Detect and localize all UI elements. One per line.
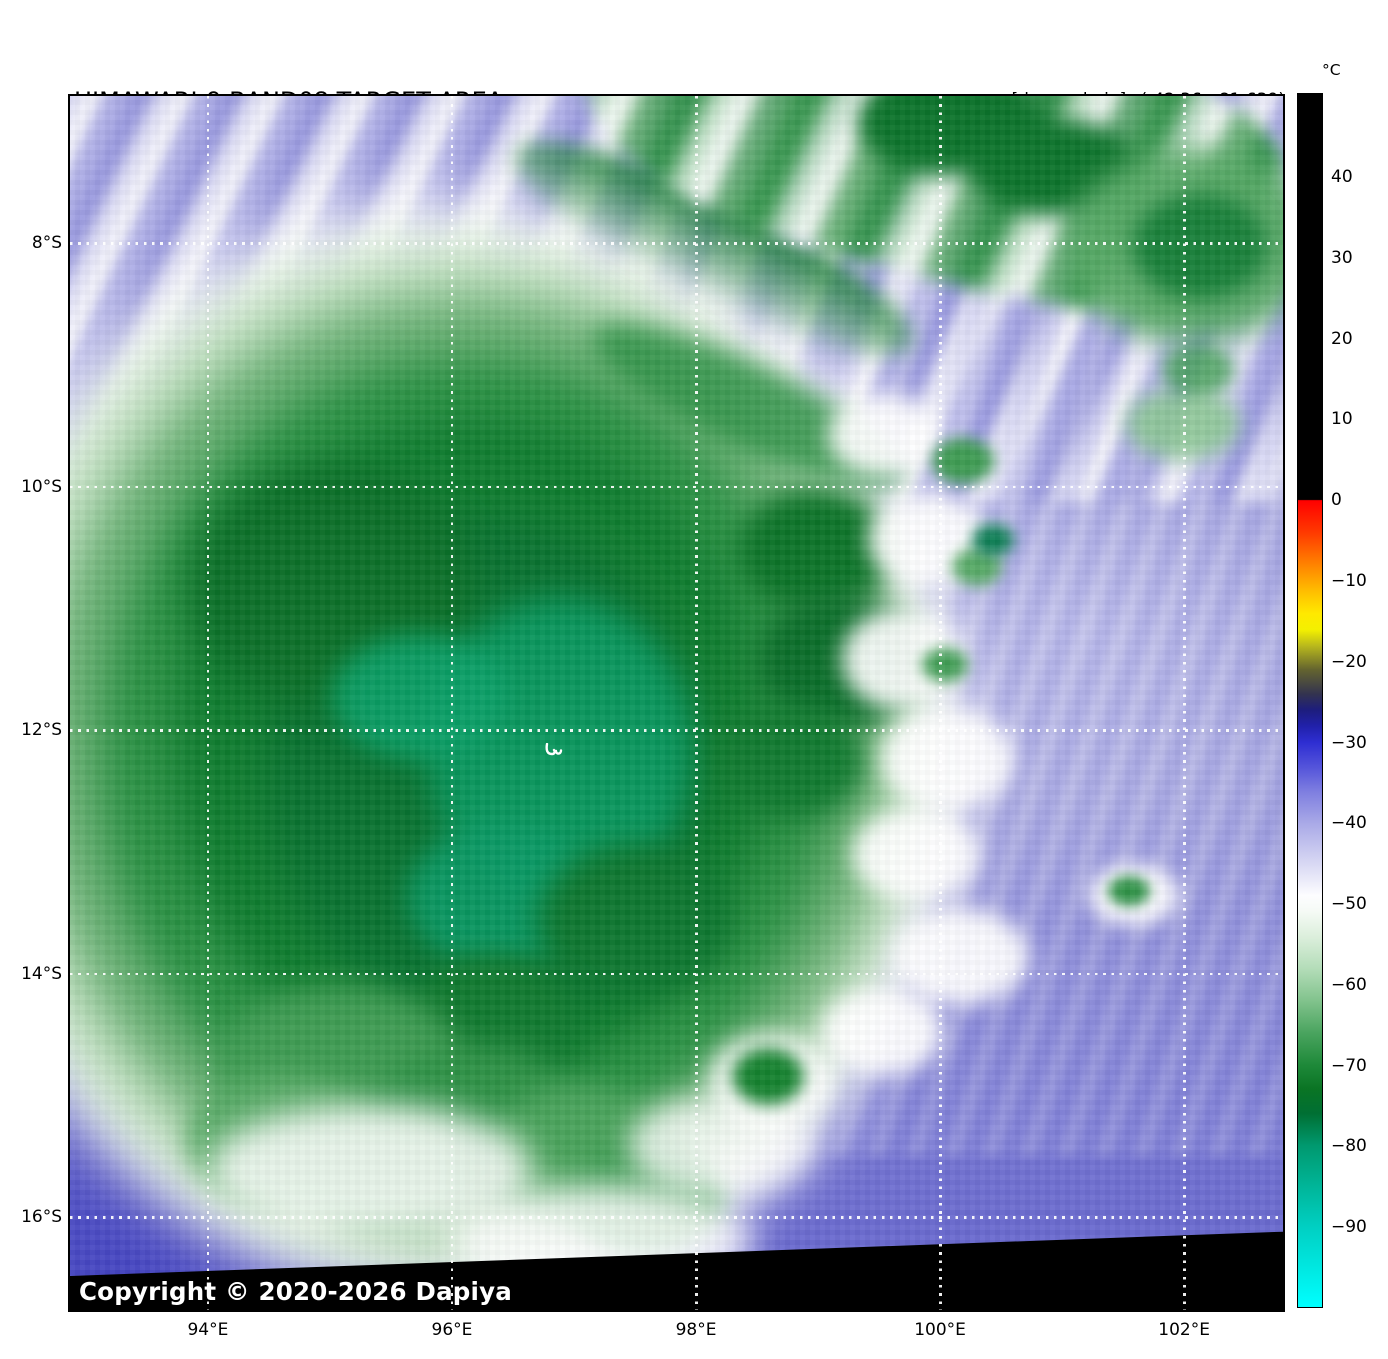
gridline-lat [70,485,1283,489]
cloud-blob [882,708,1014,810]
cloud-blob [332,634,507,759]
colorbar-tick-label: 0 [1331,490,1342,511]
colorbar-tick-label: 30 [1331,247,1353,268]
lat-tick-label: 10°S [21,476,62,497]
cloud-blob [892,908,1029,1005]
gridline-lon [450,96,454,1310]
cloud-blob [1162,344,1234,396]
satellite-image [70,96,1283,1310]
lat-tick-label: 16°S [21,1207,62,1228]
gridline-lat [70,1216,1283,1219]
storm-center-marker [545,742,563,755]
colorbar-tick-label: 20 [1331,328,1353,349]
lat-tick-label: 14°S [21,963,62,984]
gridline-lon [206,96,210,1310]
colorbar-tick-label: −30 [1331,732,1367,753]
colorbar-tick-label: −90 [1331,1217,1367,1238]
cloud-blob [932,438,994,484]
cloud-blob [1125,388,1240,460]
lon-tick-label: 102°E [1158,1320,1210,1340]
gridline-lon [695,96,698,1310]
colorbar-tick-label: −50 [1331,894,1367,915]
colorbar-tick-label: −10 [1331,570,1367,591]
colorbar-tick-label: 10 [1331,409,1353,430]
pixel-texture-overlay [70,96,1283,1310]
cloud-blob [1132,194,1267,299]
cloud-blob [718,704,863,819]
gridline-lon [939,96,942,1310]
colorbar-tick-label: 40 [1331,167,1353,188]
colorbar-tick-label: −40 [1331,813,1367,834]
lon-tick-label: 96°E [431,1320,473,1340]
colorbar-gradient [1298,94,1322,1307]
lon-tick-label: 94°E [187,1320,229,1340]
lon-tick-label: 100°E [914,1320,966,1340]
cloud-blob [828,394,940,476]
cloud-blob [922,648,968,682]
lat-tick-label: 8°S [31,233,62,254]
cloud-blob [822,988,944,1075]
satellite-map: Copyright © 2020-2026 Dapiya [68,94,1285,1312]
gridlines-layer [70,96,1283,1310]
colorbar-tick-label: −80 [1331,1136,1367,1157]
lon-tick-label: 98°E [675,1320,717,1340]
cloud-blob [732,1048,804,1105]
cloud-blob [1108,876,1150,906]
colorbar-tick-label: −70 [1331,1055,1367,1076]
cloud-blob [738,488,893,613]
lat-tick-label: 12°S [21,720,62,741]
colorbar-tick-label: −60 [1331,974,1367,995]
gridline-lat [70,972,1283,976]
gridline-lon [1183,96,1186,1310]
copyright-label: Copyright © 2020-2026 Dapiya [79,1277,513,1306]
cloud-blob [852,808,979,900]
gridline-lat [70,729,1283,732]
colorbar [1297,93,1323,1308]
colorbar-unit-label: °C [1322,61,1341,79]
gridline-lat [70,242,1283,245]
cloud-blob [972,524,1014,556]
colorbar-tick-label: −20 [1331,651,1367,672]
